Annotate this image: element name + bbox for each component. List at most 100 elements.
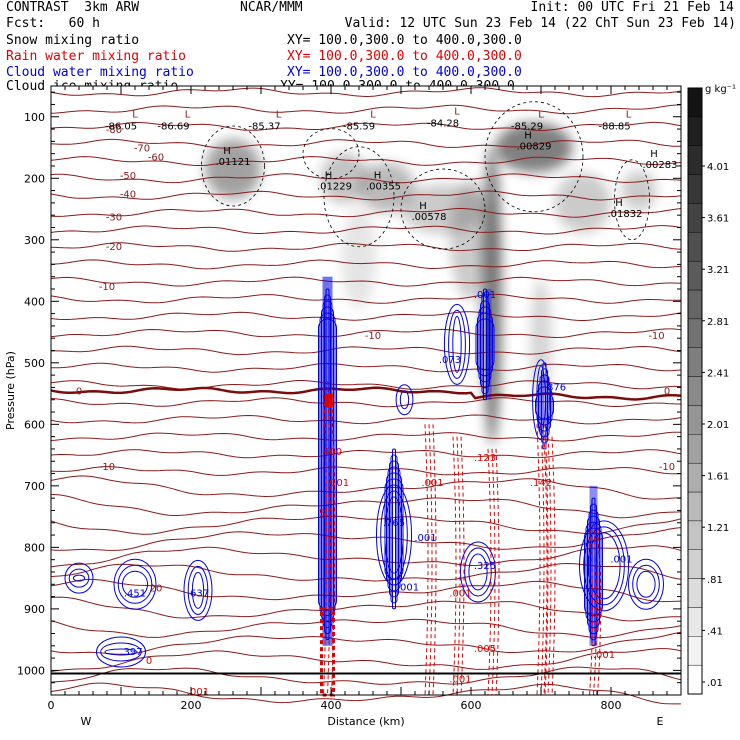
contour-labels: -80 -70-60 -50 -40 -30 -20 -10 0 -10 20 -10 -10 -10 0… (76, 106, 678, 698)
temp-label-extra-2: -10 (659, 462, 675, 473)
field-rain-name: Rain water mixing ratio (6, 49, 187, 64)
temp-zero-line (50, 386, 682, 401)
cloud-water-contour-2-0 (483, 288, 487, 401)
cloud-water-contour-2-3 (478, 306, 492, 383)
colorbar-step-20 (687, 87, 703, 118)
temp-label-4: -40 (120, 190, 136, 201)
snow-max-marker-3: H (419, 201, 427, 212)
temp-line-25 (50, 515, 682, 535)
x-end-label-east: E (657, 715, 664, 728)
temp-label-1: -70 (134, 144, 150, 155)
cloud-water-blob-3-0 (376, 484, 412, 586)
x-tick-label-800: 800 (601, 699, 622, 712)
colorbar-step-17 (687, 174, 703, 204)
snow-shade-7 (555, 172, 611, 233)
rain-contour-0-0 (323, 381, 327, 696)
colorbar-step-12 (687, 318, 703, 348)
rain-label-0: .400 (320, 447, 342, 458)
field-cloudwater-xy: XY= 100.0,300.0 to 400.0,300.0 (287, 65, 522, 80)
temp-line-21 (50, 449, 682, 459)
low-marker-1: L (185, 110, 191, 121)
snow-max-value-6: .01832 (608, 209, 643, 220)
low-marker-5: L (538, 110, 544, 121)
low-marker-3: L (370, 110, 376, 121)
cloud-water-blob-1-0 (183, 559, 213, 621)
rain-label-7: .005 (474, 644, 496, 655)
low-value-6: -88.85 (598, 122, 630, 133)
cloud-water-blob-4-0 (460, 541, 496, 603)
temp-line-5 (50, 173, 682, 184)
rain-label-2: 5. (319, 509, 329, 520)
temp-line-26 (50, 527, 682, 551)
rain-label-3: .123 (474, 453, 496, 464)
temp-label-7: -10 (99, 282, 115, 293)
colorbar-step-6 (687, 491, 703, 522)
cloud-water-core-775 (589, 485, 598, 646)
temp-line-35 (50, 682, 681, 705)
rain-contour-2-0 (452, 436, 457, 696)
cloud-ice-contour-4 (614, 159, 650, 241)
snow-max-marker-5: H (650, 149, 658, 160)
colorbar-step-4 (687, 549, 703, 579)
rain-contour-3-1 (491, 448, 496, 696)
y-tick-label-500: 500 (24, 357, 45, 370)
temp-line-15 (50, 345, 682, 356)
snow-shade-9 (341, 208, 377, 309)
colorbar-step-16 (687, 203, 703, 233)
snow-max-value-5: .00283 (643, 160, 678, 171)
temp-line-27 (50, 545, 682, 568)
low-value-2: -85.37 (248, 122, 280, 133)
y-tick-label-900: 900 (24, 603, 45, 616)
colorbar-step-7 (687, 462, 703, 493)
temp-label-8: 0 (76, 387, 82, 398)
colorbar-step-1 (687, 636, 703, 666)
cloud-water-label-10: .001 (610, 555, 632, 566)
cloud-water-blob-9-1 (632, 564, 660, 604)
snow-max-marker-2: H (374, 170, 382, 181)
colorbar: g kg⁻¹ 4.01 3.61 3.21 2.81 2.41 2.01 1.61 1.21 .8… (687, 84, 736, 695)
cloud-water-blob-2-0 (96, 636, 146, 668)
y-tick-label-100: 100 (24, 111, 45, 124)
cloud-water-contours (64, 276, 664, 668)
cloud-water-core-400 (322, 276, 333, 646)
field-rain-xy: XY= 100.0,300.0 to 400.0,300.0 (287, 49, 522, 64)
temp-label-3: -50 (120, 171, 136, 182)
snow-mixing-shading (51, 86, 681, 695)
cloud-water-label-2: .876 (544, 383, 566, 394)
temp-line-0 (50, 87, 682, 98)
snow-max-marker-4: H (524, 130, 532, 141)
cloud-water-label-8: .001 (414, 533, 436, 544)
temp-line-31 (50, 618, 682, 639)
cloud-water-contour-2-4 (477, 312, 493, 377)
colorbar-label-9: .41 (707, 626, 723, 637)
temp-line-32 (50, 631, 682, 655)
temp-line-24 (50, 493, 682, 519)
rain-contour-1-0 (424, 424, 429, 696)
cloud-water-contour-4-5 (584, 527, 603, 617)
temp-label-9: -10 (99, 462, 115, 473)
rain-label-10: .001 (593, 650, 615, 661)
colorbar-label-0: 4.01 (707, 162, 729, 173)
field-cloudwater-name: Cloud water mixing ratio (6, 65, 194, 80)
temp-line-8 (50, 225, 682, 235)
cloud-ice-contour-0 (201, 125, 265, 207)
cloud-water-blob-7-1 (448, 309, 466, 379)
temp-line-12 (50, 293, 682, 304)
field-snow-xy: XY= 100.0,300.0 to 400.0,300.0 (287, 33, 522, 48)
cloud-water-blob-3-1 (380, 490, 408, 580)
low-marker-2: L (276, 110, 282, 121)
x-tick-label-0: 0 (48, 699, 55, 712)
cloud-water-blob-5-0 (579, 520, 629, 612)
cloud-ice-contours (201, 101, 650, 250)
cloud-water-blob-9-0 (628, 558, 664, 610)
rain-contour-2-2 (460, 436, 465, 696)
temp-label-extra-0: -10 (365, 331, 381, 342)
cloud-water-label-3: .451 (124, 589, 146, 600)
low-value-4: -84.28 (427, 118, 459, 129)
header-left-line1: CONTRAST 3km ARW (6, 0, 140, 15)
temp-line-33 (50, 648, 682, 672)
snow-shade-0 (205, 139, 261, 200)
cloud-water-contour-3-1 (541, 368, 548, 444)
x-tick-label-200: 200 (181, 699, 202, 712)
temp-line-16 (50, 362, 682, 373)
